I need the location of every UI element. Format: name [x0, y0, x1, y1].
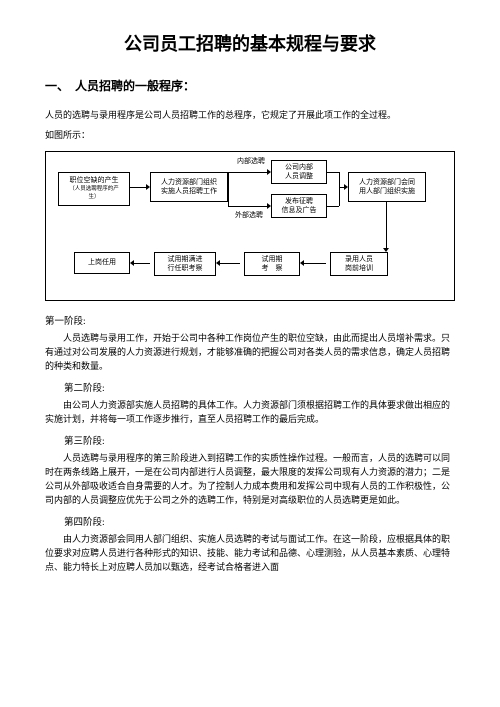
node-vacancy: 职位空缺的产生 （人员选聘程序的产 生）: [58, 172, 130, 206]
arrow-head: [300, 260, 304, 266]
section-heading: 一、 人员招聘的一般程序：: [45, 77, 455, 96]
node-internal-l1: 公司内部: [285, 163, 313, 172]
phase4-heading: 第四阶段:: [45, 516, 455, 531]
node-hr-impl-l1: 人力资源部门组织: [161, 178, 217, 187]
arrow: [339, 172, 340, 187]
node-probation: 试用期 考 察: [244, 252, 300, 276]
arrow-head: [267, 169, 271, 175]
arrow: [228, 172, 267, 173]
node-hr-impl: 人力资源部门组织 实施人员招聘工作: [150, 172, 228, 202]
arrow-head: [383, 248, 389, 252]
node-pe-l1: 试用期满进: [168, 255, 203, 264]
node-pt-l2: 岗前培训: [345, 264, 373, 273]
node-appoint-l1: 上岗任用: [88, 258, 116, 267]
node-publish: 发布征聘 信息及广告: [271, 194, 327, 218]
node-hr-plan-l2: 用人部门组织实施: [359, 187, 415, 196]
node-vacancy-sub: （人员选聘程序的产: [69, 186, 119, 193]
arrow: [228, 187, 229, 206]
node-internal-l2: 人员调整: [285, 172, 313, 181]
arrow: [304, 263, 326, 264]
page-title: 公司员工招聘的基本规程与要求: [45, 30, 455, 59]
node-publish-l1: 发布征聘: [285, 197, 313, 206]
node-pe-l2: 行任职考察: [168, 264, 203, 273]
node-hr-impl-l2: 实施人员招聘工作: [161, 187, 217, 196]
arrow-head: [146, 184, 150, 190]
phase4-body: 由人力资源部会同用人部门组织、实施人员选聘的考试与面试工作。在这一阶段，应根据具…: [45, 533, 455, 575]
phase1-heading: 第一阶段:: [45, 315, 455, 330]
node-pre-training: 录用人员 岗前培训: [330, 252, 388, 276]
phase3-body: 人员选聘与录用程序的第三阶段进入到招聘工作的实质性操作过程。一般而言，人员的选聘…: [45, 452, 455, 508]
node-vacancy-sub2: 生）: [88, 194, 99, 201]
node-pt-l1: 录用人员: [345, 255, 373, 264]
arrow: [386, 202, 387, 248]
phase1-body: 人员选聘与录用工作，开始于公司中各种工作岗位产生的职位空缺，由此而提出人员增补需…: [45, 332, 455, 374]
arrow: [327, 206, 339, 207]
node-probation-eval: 试用期满进 行任职考察: [154, 252, 216, 276]
node-vacancy-line1: 职位空缺的产生: [70, 176, 119, 185]
arrow: [220, 263, 240, 264]
arrow-head: [267, 203, 271, 209]
phase2-heading: 第二阶段:: [45, 382, 455, 397]
arrow: [130, 187, 146, 188]
intro-text-2: 如图所示：: [45, 128, 455, 142]
node-hr-plan-l1: 人力资源部门会同: [359, 178, 415, 187]
node-appoint: 上岗任用: [74, 252, 130, 274]
arrow-head: [216, 260, 220, 266]
flowchart: 职位空缺的产生 （人员选聘程序的产 生） 人力资源部门组织 实施人员招聘工作 公…: [45, 151, 455, 301]
node-publish-l2: 信息及广告: [282, 206, 317, 215]
label-external: 外部选聘: [234, 210, 264, 221]
node-hr-plan: 人力资源部门会同 用人部门组织实施: [348, 172, 426, 202]
phase3-heading: 第三阶段:: [45, 435, 455, 450]
node-prob-l1: 试用期: [262, 255, 283, 264]
node-prob-l2: 考 察: [262, 264, 283, 273]
arrow: [228, 206, 267, 207]
arrow: [134, 263, 150, 264]
arrow: [327, 172, 339, 173]
arrow: [228, 172, 229, 187]
label-internal: 内部选聘: [236, 156, 266, 167]
node-internal-adj: 公司内部 人员调整: [271, 160, 327, 184]
arrow-head: [130, 260, 134, 266]
intro-text-1: 人员的选聘与录用程序是公司人员招聘工作的总程序，它规定了开展此项工作的全过程。: [45, 108, 455, 122]
phase2-body: 由公司人力资源部实施人员招聘的具体工作。人力资源部门须根据招聘工作的具体要求做出…: [45, 399, 455, 427]
arrow: [339, 187, 340, 206]
